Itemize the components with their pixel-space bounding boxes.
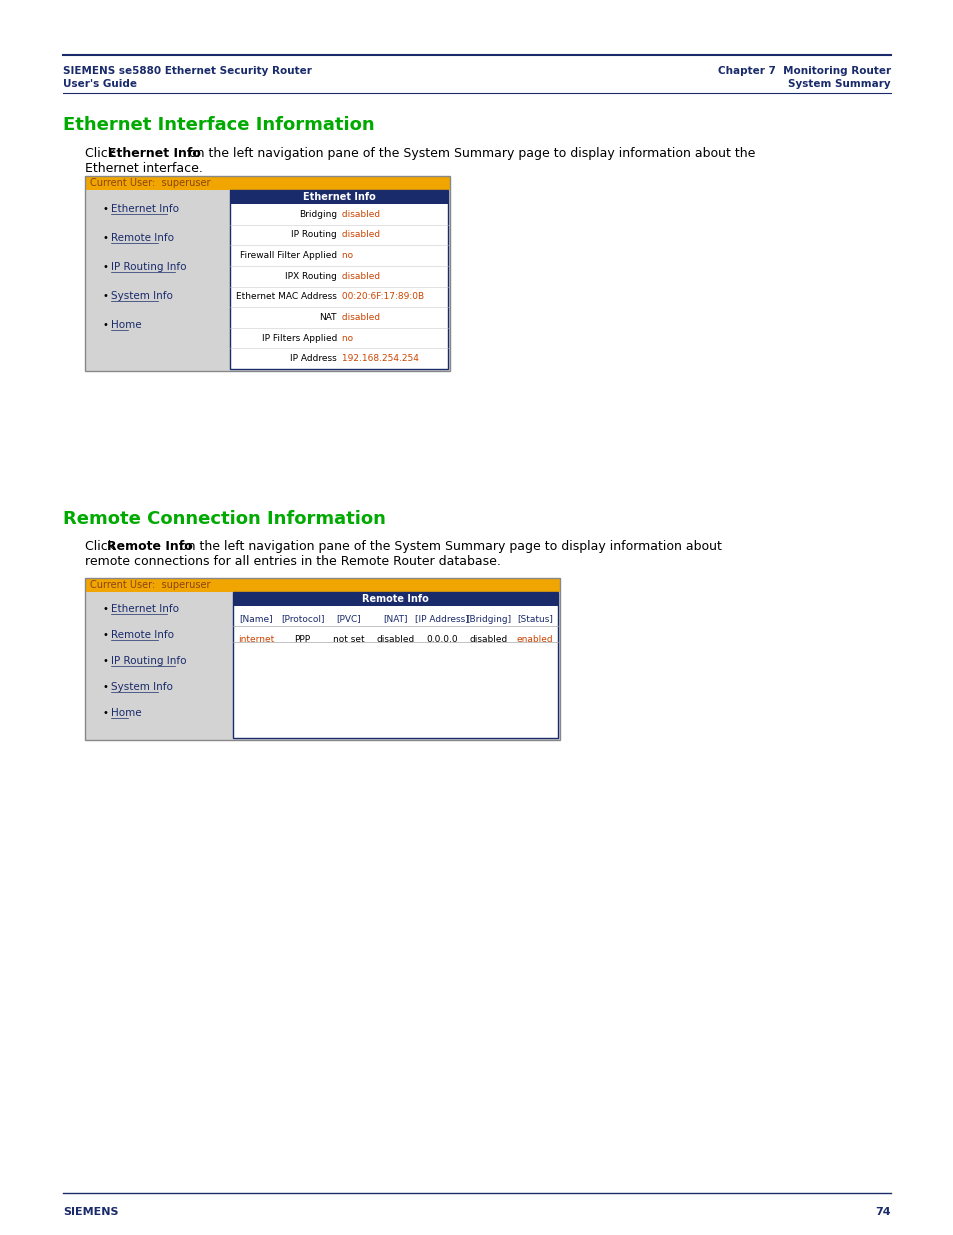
Text: IP Filters Applied: IP Filters Applied: [261, 333, 336, 342]
Text: [PVC]: [PVC]: [336, 615, 361, 624]
Text: on the left navigation pane of the System Summary page to display information ab: on the left navigation pane of the Syste…: [185, 147, 755, 161]
Text: IP Routing Info: IP Routing Info: [111, 262, 186, 272]
Text: Ethernet Interface Information: Ethernet Interface Information: [63, 116, 375, 135]
Text: disabled: disabled: [469, 636, 507, 645]
Text: •: •: [103, 262, 109, 272]
FancyBboxPatch shape: [85, 578, 559, 740]
Text: Click: Click: [85, 540, 119, 553]
Text: disabled: disabled: [338, 231, 379, 240]
Text: Home: Home: [111, 320, 141, 330]
Text: not set: not set: [333, 636, 364, 645]
FancyBboxPatch shape: [85, 578, 559, 592]
Text: disabled: disabled: [338, 210, 379, 219]
FancyBboxPatch shape: [230, 190, 448, 369]
Text: Ethernet MAC Address: Ethernet MAC Address: [236, 293, 336, 301]
Text: •: •: [103, 320, 109, 330]
FancyBboxPatch shape: [230, 190, 448, 204]
Text: Ethernet interface.: Ethernet interface.: [85, 162, 203, 175]
Text: •: •: [103, 708, 109, 718]
Text: •: •: [103, 682, 109, 692]
Text: 74: 74: [875, 1207, 890, 1216]
Text: System Summary: System Summary: [787, 79, 890, 89]
Text: internet: internet: [238, 636, 274, 645]
Text: Remote Info: Remote Info: [111, 233, 173, 243]
Text: Remote Info: Remote Info: [107, 540, 193, 553]
Text: disabled: disabled: [338, 272, 379, 280]
Text: SIEMENS: SIEMENS: [63, 1207, 118, 1216]
Text: System Info: System Info: [111, 682, 172, 692]
Text: on the left navigation pane of the System Summary page to display information ab: on the left navigation pane of the Syste…: [175, 540, 721, 553]
Text: Firewall Filter Applied: Firewall Filter Applied: [239, 251, 336, 261]
Text: [NAT]: [NAT]: [383, 615, 407, 624]
Text: PPP: PPP: [294, 636, 311, 645]
Text: Remote Info: Remote Info: [362, 594, 429, 604]
Text: remote connections for all entries in the Remote Router database.: remote connections for all entries in th…: [85, 555, 500, 568]
Text: IP Routing Info: IP Routing Info: [111, 656, 186, 666]
Text: Ethernet Info: Ethernet Info: [111, 604, 179, 614]
Text: SIEMENS se5880 Ethernet Security Router: SIEMENS se5880 Ethernet Security Router: [63, 65, 312, 77]
Text: Ethernet Info: Ethernet Info: [108, 147, 201, 161]
Text: [Bridging]: [Bridging]: [465, 615, 511, 624]
Text: Remote Connection Information: Remote Connection Information: [63, 510, 385, 529]
Text: •: •: [103, 291, 109, 301]
Text: [Name]: [Name]: [239, 615, 273, 624]
Text: 192.168.254.254: 192.168.254.254: [338, 354, 418, 363]
Text: no: no: [338, 251, 353, 261]
FancyBboxPatch shape: [85, 177, 450, 190]
FancyBboxPatch shape: [85, 177, 450, 370]
Text: Current User:  superuser: Current User: superuser: [90, 580, 211, 590]
Text: enabled: enabled: [516, 636, 553, 645]
Text: •: •: [103, 656, 109, 666]
Text: Chapter 7  Monitoring Router: Chapter 7 Monitoring Router: [717, 65, 890, 77]
Text: [IP Address]: [IP Address]: [415, 615, 468, 624]
Text: Click: Click: [85, 147, 119, 161]
FancyBboxPatch shape: [233, 592, 558, 739]
Text: IP Routing: IP Routing: [291, 231, 336, 240]
Text: •: •: [103, 233, 109, 243]
Text: disabled: disabled: [376, 636, 415, 645]
Text: Current User:  superuser: Current User: superuser: [90, 178, 211, 188]
FancyBboxPatch shape: [233, 592, 558, 606]
Text: Ethernet Info: Ethernet Info: [111, 204, 179, 214]
Text: System Info: System Info: [111, 291, 172, 301]
Text: [Protocol]: [Protocol]: [280, 615, 324, 624]
Text: User's Guide: User's Guide: [63, 79, 137, 89]
Text: Bridging: Bridging: [298, 210, 336, 219]
Text: IP Address: IP Address: [290, 354, 336, 363]
Text: Home: Home: [111, 708, 141, 718]
Text: NAT: NAT: [319, 312, 336, 322]
Text: 0.0.0.0: 0.0.0.0: [426, 636, 457, 645]
Text: disabled: disabled: [338, 312, 379, 322]
Text: Remote Info: Remote Info: [111, 630, 173, 640]
Text: •: •: [103, 604, 109, 614]
Text: IPX Routing: IPX Routing: [285, 272, 336, 280]
Text: •: •: [103, 204, 109, 214]
Text: no: no: [338, 333, 353, 342]
Text: 00:20:6F:17:89:0B: 00:20:6F:17:89:0B: [338, 293, 424, 301]
Text: [Status]: [Status]: [517, 615, 552, 624]
Text: Ethernet Info: Ethernet Info: [302, 191, 375, 203]
Text: •: •: [103, 630, 109, 640]
